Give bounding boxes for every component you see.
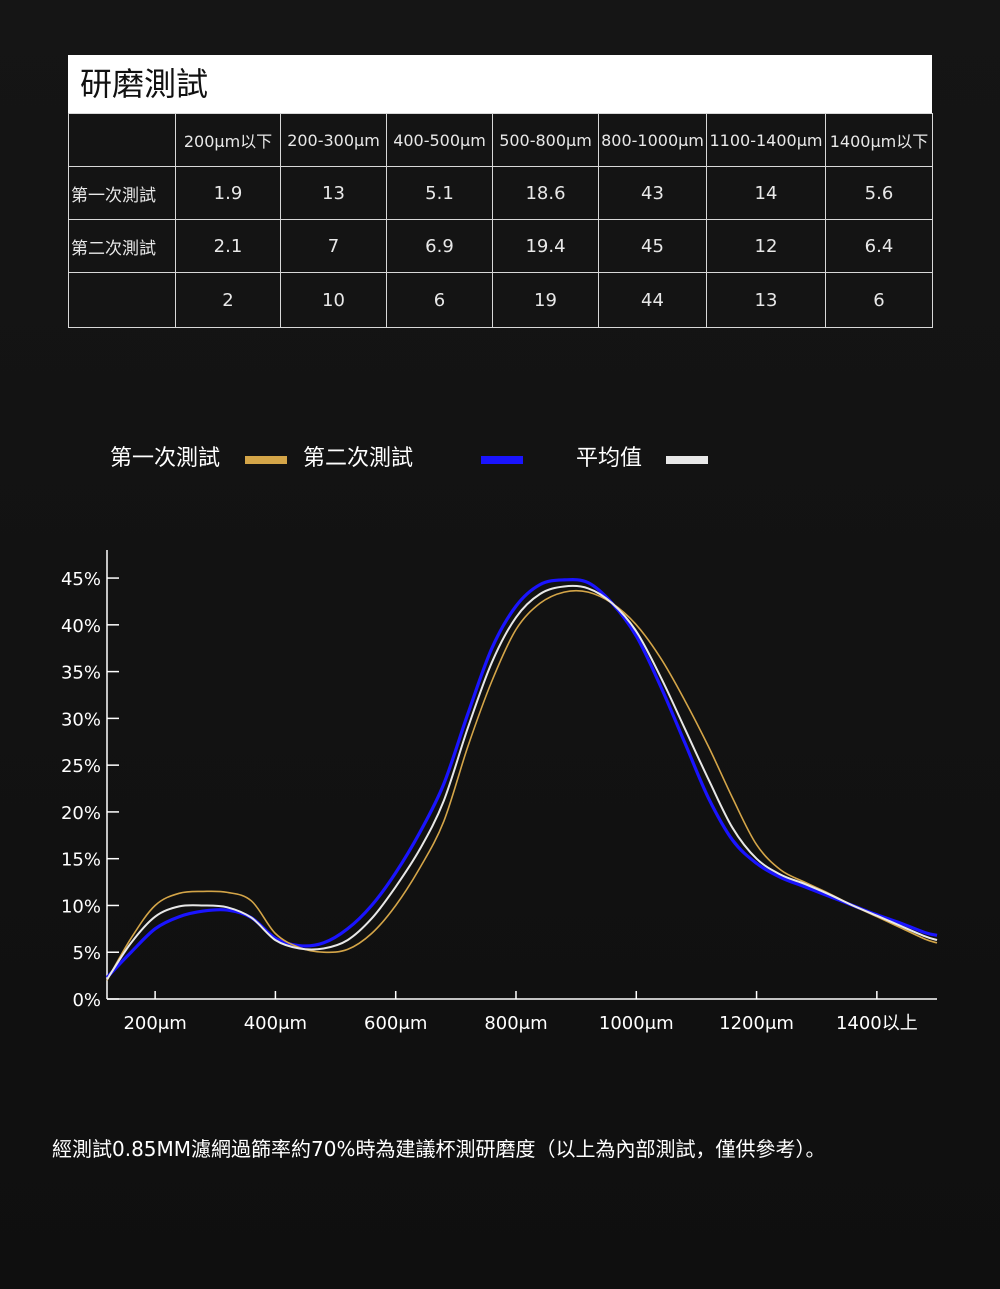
series-line-second-test bbox=[105, 578, 938, 979]
table-cell: 6.4 bbox=[825, 219, 933, 273]
legend-swatch-average bbox=[666, 456, 708, 464]
table-title: 研磨測試 bbox=[68, 55, 932, 113]
y-tick-label: 45% bbox=[61, 569, 101, 590]
table-row: 第二次測試 2.1 7 6.9 19.4 45 12 6.4 bbox=[68, 219, 933, 273]
y-tick-label: 35% bbox=[61, 663, 101, 684]
y-tick-label: 15% bbox=[61, 850, 101, 871]
header-cell: 400-500μm bbox=[386, 113, 493, 167]
legend-label-first-test: 第一次測試 bbox=[110, 446, 221, 471]
header-cell: 200-300μm bbox=[280, 113, 387, 167]
table-cell: 6 bbox=[825, 272, 933, 328]
y-tick-label: 10% bbox=[61, 896, 101, 917]
y-tick-label: 30% bbox=[61, 709, 101, 730]
series-line-first-test bbox=[106, 589, 938, 981]
header-cell: 1100-1400μm bbox=[706, 113, 826, 167]
legend-swatch-second-test bbox=[481, 456, 523, 464]
header-cell: 800-1000μm bbox=[598, 113, 707, 167]
x-tick-label: 600μm bbox=[364, 1013, 427, 1034]
y-tick-label: 5% bbox=[72, 943, 101, 964]
grind-test-table: 200μm以下 200-300μm 400-500μm 500-800μm 80… bbox=[68, 113, 933, 328]
table-cell: 44 bbox=[598, 272, 707, 328]
y-tick-label: 0% bbox=[72, 990, 101, 1011]
table-cell: 18.6 bbox=[492, 166, 599, 220]
table-cell: 7 bbox=[280, 219, 387, 273]
y-tick-label: 40% bbox=[61, 616, 101, 637]
legend-label-second-test: 第二次測試 bbox=[303, 446, 414, 471]
table-header-row: 200μm以下 200-300μm 400-500μm 500-800μm 80… bbox=[68, 113, 933, 167]
x-tick-label: 1000μm bbox=[599, 1013, 674, 1034]
table-cell: 13 bbox=[706, 272, 826, 328]
legend-swatch-first-test bbox=[245, 456, 287, 464]
row-label bbox=[68, 272, 176, 328]
row-label: 第一次測試 bbox=[68, 166, 176, 220]
table-cell: 6 bbox=[386, 272, 493, 328]
table-cell: 10 bbox=[280, 272, 387, 328]
x-tick-label: 800μm bbox=[484, 1013, 547, 1034]
x-tick-label: 200μm bbox=[123, 1013, 186, 1034]
table-cell: 2 bbox=[175, 272, 281, 328]
table-cell: 43 bbox=[598, 166, 707, 220]
header-cell: 1400μm以下 bbox=[825, 113, 933, 167]
x-tick-label: 1400以上 bbox=[836, 1013, 918, 1034]
header-cell: 200μm以下 bbox=[175, 113, 281, 167]
chart-legend: 第一次測試 第二次測試 平均值 bbox=[0, 440, 1000, 480]
table-cell: 13 bbox=[280, 166, 387, 220]
row-label: 第二次測試 bbox=[68, 219, 176, 273]
y-tick-label: 25% bbox=[61, 756, 101, 777]
table-row: 2 10 6 19 44 13 6 bbox=[68, 272, 933, 328]
table-cell: 1.9 bbox=[175, 166, 281, 220]
table-cell: 5.6 bbox=[825, 166, 933, 220]
table-cell: 6.9 bbox=[386, 219, 493, 273]
x-tick-label: 1200μm bbox=[719, 1013, 794, 1034]
legend-label-average: 平均值 bbox=[576, 446, 643, 471]
table-cell: 2.1 bbox=[175, 219, 281, 273]
table-cell: 14 bbox=[706, 166, 826, 220]
line-chart: 0% 5% 10% 15% 20% 25% 30% 35% 40% 45% 200μm 400μm 60… bbox=[61, 550, 938, 1034]
footnote-text: 經測試0.85MM濾網過篩率約70%時為建議杯測研磨度（以上為內部測試，僅供參考… bbox=[52, 1137, 826, 1161]
table-cell: 45 bbox=[598, 219, 707, 273]
series-line-average bbox=[106, 584, 938, 980]
header-cell bbox=[68, 113, 176, 167]
x-tick-label: 400μm bbox=[244, 1013, 307, 1034]
header-cell: 500-800μm bbox=[492, 113, 599, 167]
y-tick-label: 20% bbox=[61, 803, 101, 824]
table-cell: 19.4 bbox=[492, 219, 599, 273]
table-cell: 5.1 bbox=[386, 166, 493, 220]
chart-axes: 0% 5% 10% 15% 20% 25% 30% 35% 40% 45% 200μm 400μm 60… bbox=[61, 550, 937, 1034]
table-cell: 19 bbox=[492, 272, 599, 328]
table-row: 第一次測試 1.9 13 5.1 18.6 43 14 5.6 bbox=[68, 166, 933, 220]
table-cell: 12 bbox=[706, 219, 826, 273]
chart-series bbox=[105, 578, 938, 981]
